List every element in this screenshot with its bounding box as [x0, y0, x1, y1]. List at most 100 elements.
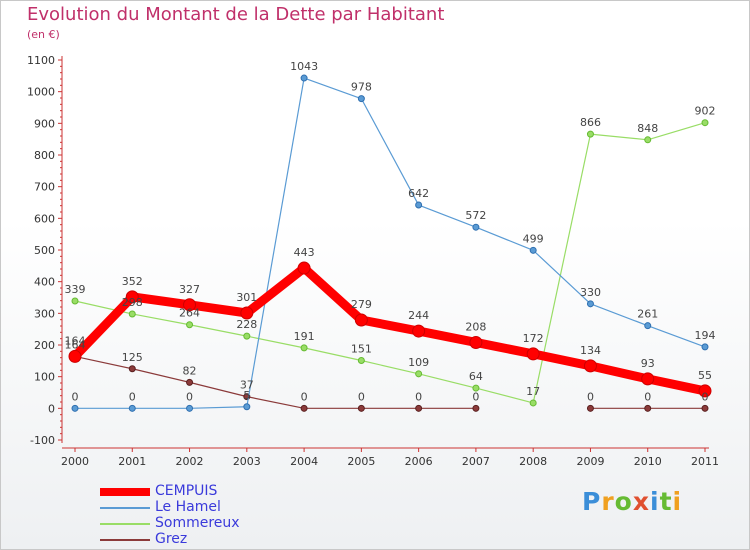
- data-label: 0: [702, 390, 709, 403]
- data-point: [644, 136, 652, 144]
- data-point: [71, 297, 79, 305]
- data-label: 264: [179, 307, 200, 320]
- y-tick-label: 600: [34, 212, 55, 225]
- data-label: 330: [580, 286, 601, 299]
- data-point: [586, 404, 594, 412]
- data-label: 64: [469, 370, 483, 383]
- data-label: 164: [65, 334, 86, 347]
- y-tick-label: 800: [34, 149, 55, 162]
- data-point: [698, 384, 712, 398]
- data-label: 866: [580, 116, 601, 129]
- data-label: 244: [408, 309, 429, 322]
- data-point: [357, 404, 365, 412]
- legend-swatch: [100, 488, 150, 496]
- data-point: [701, 119, 709, 127]
- data-point: [71, 404, 79, 412]
- y-tick-label: 300: [34, 307, 55, 320]
- data-point: [357, 95, 365, 103]
- data-label: 301: [236, 291, 257, 304]
- data-point: [125, 290, 139, 304]
- series-line: [74, 77, 706, 409]
- data-label: 1043: [290, 60, 318, 73]
- data-label: 0: [415, 390, 422, 403]
- chart-unit: (en €): [27, 28, 60, 41]
- data-point: [529, 399, 537, 407]
- data-label: 848: [637, 122, 658, 135]
- data-label: 125: [122, 351, 143, 364]
- data-point: [128, 404, 136, 412]
- data-point: [300, 404, 308, 412]
- data-point: [415, 404, 423, 412]
- legend-swatch: [100, 523, 150, 525]
- series-layer: [68, 74, 712, 412]
- data-point: [469, 335, 483, 349]
- data-label: 0: [644, 390, 651, 403]
- y-tick-label: 500: [34, 244, 55, 257]
- x-tick-label: 2008: [519, 455, 547, 468]
- y-tick-label: -100: [30, 434, 55, 447]
- data-label: 208: [465, 320, 486, 333]
- y-tick-label: 100: [34, 371, 55, 384]
- x-tick-label: 2004: [290, 455, 318, 468]
- data-point: [300, 344, 308, 352]
- data-point: [183, 298, 197, 312]
- data-point: [243, 332, 251, 340]
- x-tick-label: 2001: [118, 455, 146, 468]
- data-label: 902: [695, 105, 716, 118]
- logo-letter: t: [659, 487, 673, 516]
- data-point: [186, 378, 194, 386]
- data-label: 352: [122, 275, 143, 288]
- data-labels: 164 125 82 37 0 0 0 0 0 0 0 339 298 264 228 191 151 109 64…: [65, 60, 716, 403]
- logo-letter: P: [582, 487, 602, 516]
- series-line: [70, 263, 710, 396]
- data-point: [357, 357, 365, 365]
- x-tick-label: 2000: [61, 455, 89, 468]
- legend-swatch: [100, 507, 150, 509]
- x-tick-label: 2007: [462, 455, 490, 468]
- legend-label: Grez: [155, 531, 188, 547]
- y-tick-label: 700: [34, 181, 55, 194]
- data-label: 0: [72, 390, 79, 403]
- data-label: 298: [122, 296, 143, 309]
- x-tick-label: 2006: [405, 455, 433, 468]
- data-label: 164: [65, 338, 86, 351]
- data-label: 228: [236, 318, 257, 331]
- data-point: [415, 370, 423, 378]
- data-point: [586, 300, 594, 308]
- data-label: 109: [408, 356, 429, 369]
- data-label: 0: [472, 390, 479, 403]
- data-point: [529, 246, 537, 254]
- data-label: 443: [294, 246, 315, 259]
- y-tick-label: 900: [34, 117, 55, 130]
- legend-swatch: [100, 539, 150, 541]
- legend-label: CEMPUIS: [155, 483, 218, 499]
- data-label: 194: [695, 329, 716, 342]
- data-label: 17: [526, 385, 540, 398]
- data-label: 572: [465, 209, 486, 222]
- chart-title: Evolution du Montant de la Dette par Hab…: [27, 4, 445, 25]
- data-point: [526, 347, 540, 361]
- data-label: 37: [240, 379, 254, 392]
- y-tick-label: 200: [34, 339, 55, 352]
- logo-letter: x: [632, 487, 650, 516]
- data-label: 93: [641, 357, 655, 370]
- chart-axes: -100010020030040050060070080090010001100…: [27, 54, 719, 468]
- series-line: [74, 122, 706, 404]
- legend-label: Sommereux: [155, 515, 240, 531]
- data-point: [415, 201, 423, 209]
- data-point: [300, 74, 308, 82]
- data-label: 0: [186, 390, 193, 403]
- logo-letter: i: [650, 487, 660, 516]
- data-label: 191: [294, 330, 315, 343]
- data-point: [472, 404, 480, 412]
- data-point: [701, 343, 709, 351]
- data-label: 5: [243, 389, 250, 402]
- data-label: 261: [637, 308, 658, 321]
- y-tick-label: 1100: [27, 54, 55, 67]
- data-label: 0: [358, 390, 365, 403]
- data-point: [472, 384, 480, 392]
- logo-letter: o: [614, 487, 633, 516]
- data-label: 55: [698, 369, 712, 382]
